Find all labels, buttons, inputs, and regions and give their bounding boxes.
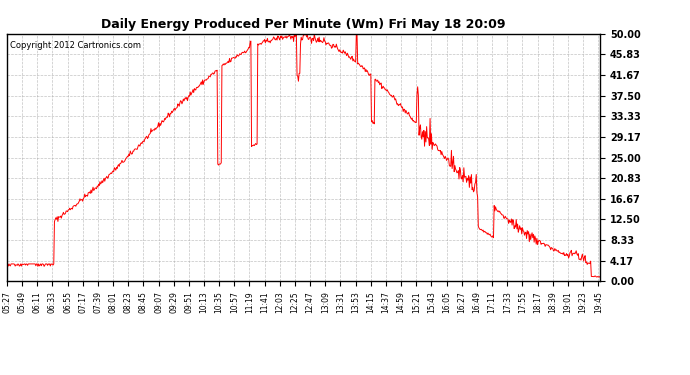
Title: Daily Energy Produced Per Minute (Wm) Fri May 18 20:09: Daily Energy Produced Per Minute (Wm) Fr…: [101, 18, 506, 31]
Text: Copyright 2012 Cartronics.com: Copyright 2012 Cartronics.com: [10, 41, 141, 50]
